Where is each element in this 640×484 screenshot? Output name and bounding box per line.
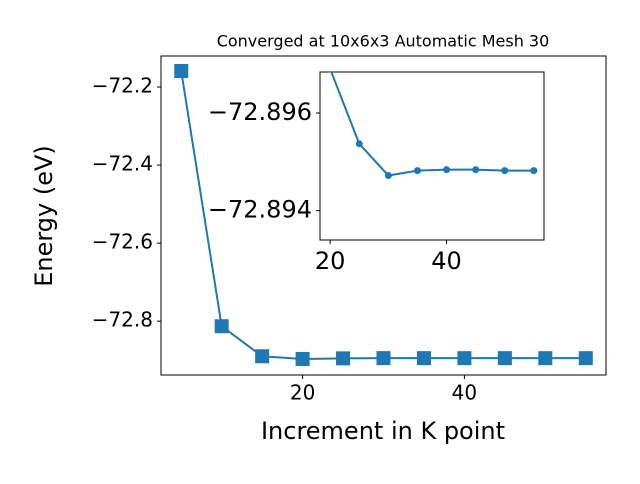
marker: [538, 351, 553, 366]
axes-frame: [319, 71, 545, 241]
y-tick-label: −72.2: [92, 74, 153, 98]
x-tick-label: 40: [431, 247, 462, 275]
marker: [578, 351, 593, 366]
y-tick-label: −72.4: [92, 152, 153, 176]
marker: [501, 167, 509, 175]
marker: [457, 351, 472, 366]
marker: [336, 351, 351, 366]
marker: [295, 351, 310, 366]
y-tick-label: −72.894: [208, 196, 312, 224]
inset-background: [320, 72, 544, 240]
marker: [443, 166, 451, 174]
axes-frame: [160, 55, 607, 376]
marker: [530, 167, 538, 175]
chart-title: Converged at 10x6x3 Automatic Mesh 30: [217, 32, 550, 51]
line: [330, 72, 534, 177]
marker: [174, 64, 189, 79]
x-tick-label: 20: [315, 247, 346, 275]
marker: [384, 172, 392, 180]
plot-area: [174, 64, 593, 366]
y-tick-label: −72.8: [92, 308, 153, 332]
marker: [355, 140, 363, 148]
y-tick-label: −72.896: [208, 98, 312, 126]
marker: [416, 351, 431, 366]
y-axis-label: Energy (eV): [30, 145, 58, 287]
marker: [472, 166, 480, 174]
x-axis-label: Increment in K point: [261, 417, 505, 445]
marker: [255, 349, 270, 364]
marker: [497, 351, 512, 366]
marker: [328, 72, 333, 73]
marker: [376, 351, 391, 366]
marker: [214, 319, 229, 334]
y-tick-label: −72.6: [92, 230, 153, 254]
x-tick-label: 20: [290, 381, 315, 405]
plot-area: [328, 72, 538, 180]
x-tick-label: 40: [452, 381, 477, 405]
marker: [413, 167, 421, 175]
